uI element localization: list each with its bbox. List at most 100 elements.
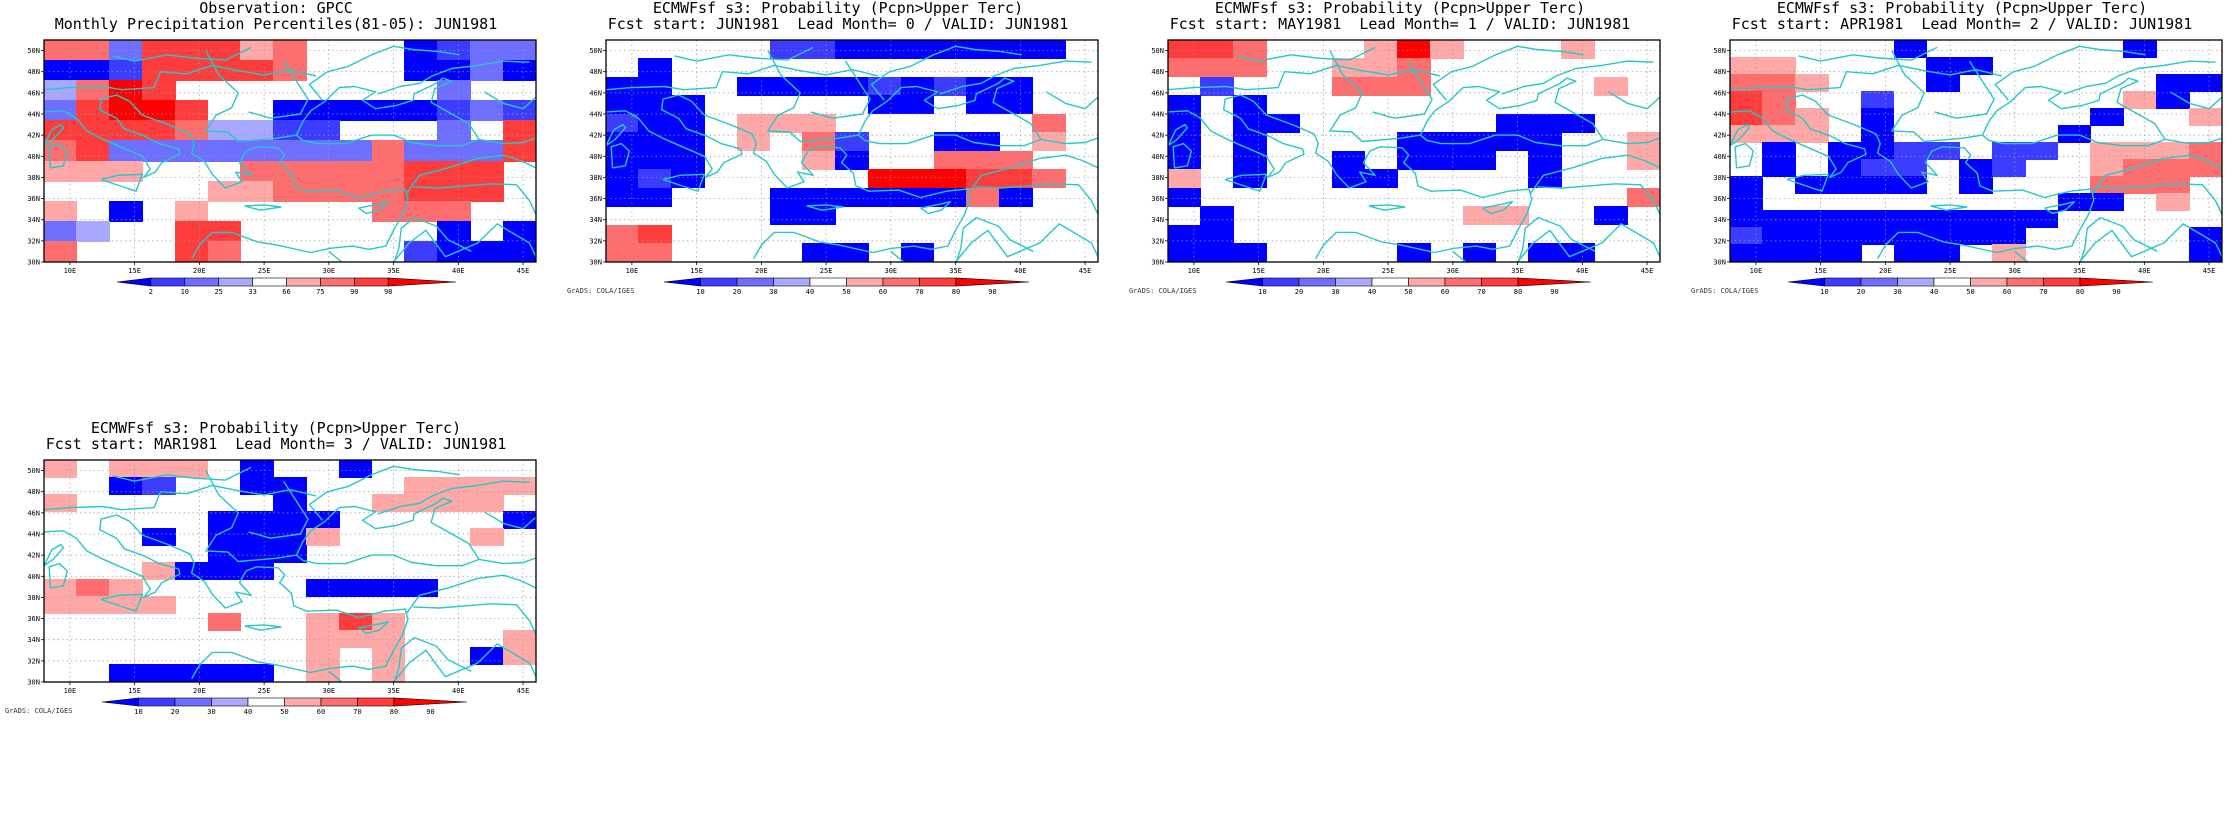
grid-cell <box>1762 74 1796 92</box>
grid-cell <box>802 77 836 96</box>
grid-cell <box>835 151 869 170</box>
grid-cell <box>1594 77 1628 96</box>
lon-tick-label: 10E <box>1750 267 1763 275</box>
grid-cell <box>1762 142 1796 160</box>
coastline <box>1981 77 2166 147</box>
grid-cell <box>142 528 176 546</box>
grads-credit: GrADS: COLA/IGES <box>5 707 73 715</box>
grid-cell <box>1959 176 1993 194</box>
lon-tick-label: 45E <box>1079 267 1092 275</box>
grid-cell <box>1730 108 1763 126</box>
grid-cell <box>671 151 705 170</box>
lat-tick-label: 42N <box>1713 132 1726 140</box>
coastline <box>248 60 309 119</box>
legend-label: 80 <box>390 708 398 716</box>
grid-cell <box>1959 210 1993 228</box>
grid-cell <box>606 188 639 207</box>
grid-cell <box>1496 206 1529 225</box>
lat-tick-label: 50N <box>589 47 602 55</box>
grid-cell <box>142 40 176 61</box>
coastline <box>308 45 460 101</box>
grid-cell <box>1430 40 1464 59</box>
coastline <box>1329 50 1421 143</box>
grid-cell <box>175 201 208 222</box>
legend-swatch <box>284 697 322 707</box>
grid-cell <box>966 151 1000 170</box>
coastline <box>358 620 390 635</box>
grid-cell <box>1032 169 1066 188</box>
grid-cell <box>770 77 803 96</box>
legend-swatch <box>1481 277 1519 287</box>
legend-swatch <box>1517 277 1592 287</box>
legend-label: 60 <box>879 288 887 296</box>
grid-cell <box>273 100 307 121</box>
legend-label: 50 <box>842 288 850 296</box>
legend-label: 10 <box>1820 288 1828 296</box>
grid-cell <box>966 169 1000 188</box>
graticule <box>606 40 1098 262</box>
legend-label: 30 <box>1893 288 1901 296</box>
legend-swatch <box>809 277 847 287</box>
lat-tick-label: 42N <box>27 132 40 140</box>
lon-tick-label: 40E <box>1576 267 1589 275</box>
grid-cell <box>1762 159 1796 177</box>
lat-tick-label: 40N <box>27 153 40 161</box>
coastline <box>377 60 530 95</box>
legend-label: 60 <box>317 708 325 716</box>
grid-cell <box>437 120 471 141</box>
lat-tick-label: 48N <box>589 68 602 76</box>
grid-cell <box>1730 193 1763 211</box>
grid-cell <box>109 460 143 478</box>
grid-cell <box>470 40 504 61</box>
coastline <box>920 200 952 215</box>
grid-cell <box>437 60 471 81</box>
legend-label: 2 <box>149 288 153 296</box>
legend-label: 90 <box>988 288 996 296</box>
grid-cell <box>1730 91 1763 109</box>
grid-cell <box>437 80 471 101</box>
grid-cell <box>1528 114 1562 133</box>
legend-swatch <box>700 277 738 287</box>
grid-cell <box>175 221 208 242</box>
grid-cell <box>2156 159 2190 177</box>
grid-cell <box>1894 227 1927 245</box>
coastline <box>112 466 252 482</box>
coastline <box>328 216 472 262</box>
grid-cell <box>1463 151 1496 170</box>
coastline <box>1891 50 1983 143</box>
legend-label: 90 <box>2112 288 2120 296</box>
legend-label: 90 <box>426 708 434 716</box>
grid-cell <box>240 161 274 182</box>
grid-cell <box>999 151 1033 170</box>
grid-cell <box>606 151 639 170</box>
grid-cell <box>76 80 110 101</box>
grid-cell <box>1233 169 1267 188</box>
grid-cell <box>503 477 536 495</box>
grid-cell <box>868 95 902 114</box>
grid-cell <box>1926 210 1960 228</box>
color-legend: 10 20 30 40 50 60 70 80 90 <box>1225 277 1592 296</box>
lat-tick-label: 40N <box>1151 153 1164 161</box>
grid-cell <box>638 243 672 262</box>
panel-lead-2: ECMWFsf s3: Probability (Pcpn>Upper Terc… <box>1686 0 2240 296</box>
coastline <box>1730 64 2003 91</box>
lon-tick-label: 20E <box>1879 267 1892 275</box>
lon-tick-label: 35E <box>387 267 400 275</box>
coastline <box>1536 183 1660 215</box>
grid-cell <box>1795 227 1829 245</box>
grads-credit: GrADS: COLA/IGES <box>567 287 635 295</box>
grid-cell <box>437 221 471 242</box>
grid-cell <box>1926 142 1960 160</box>
lat-tick-label: 48N <box>27 488 40 496</box>
panel-observation: Observation: GPCC Monthly Precipitation … <box>0 0 560 296</box>
lat-tick-label: 38N <box>589 174 602 182</box>
lat-tick-label: 32N <box>1713 237 1726 245</box>
coastline <box>393 643 536 682</box>
lat-tick-label: 34N <box>27 636 40 644</box>
grid-cell <box>737 132 770 151</box>
grid-cell <box>208 140 241 162</box>
grid-cell <box>1430 132 1464 151</box>
grid-cell <box>175 241 208 262</box>
grid-cell <box>208 221 241 242</box>
grid-cell <box>606 95 639 114</box>
